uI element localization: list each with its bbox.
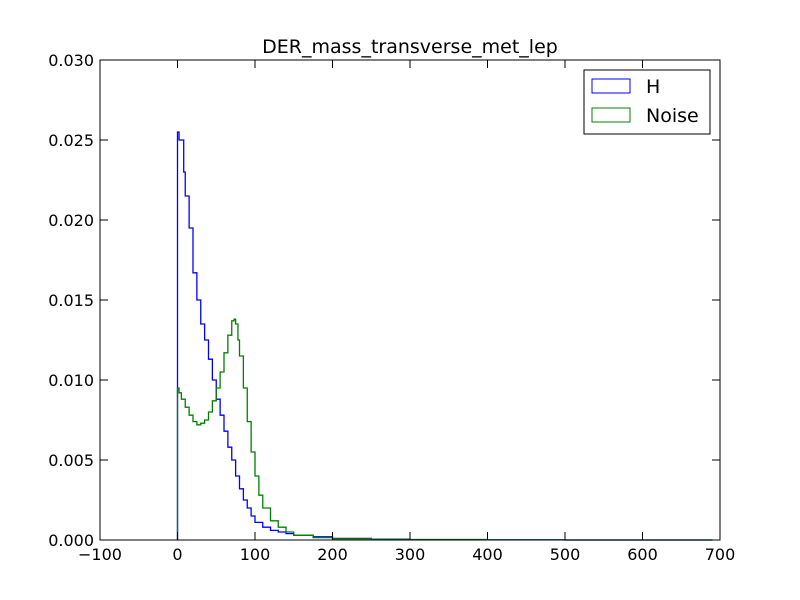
axes-frame [99,59,721,541]
x-tick-label: 0 [172,545,182,564]
y-tick-label: 0.020 [48,211,94,230]
x-tick-label: 600 [627,545,658,564]
y-tick-label: 0.010 [48,371,94,390]
series-layer [176,131,713,541]
x-tick-label: 100 [240,545,271,564]
x-tick-label: 700 [705,545,736,564]
y-tick-label: 0.005 [48,451,94,470]
plot-area: −100 0 100 200 300 400 500 600 700 0.000 0.005 0.01… [48,51,735,564]
legend-swatch-h [591,78,631,94]
legend: H Noise [583,69,711,135]
y-tick-label: 0.025 [48,131,94,150]
ticks-layer: −100 0 100 200 300 400 500 600 700 0.000 0.005 0.01… [48,51,735,564]
legend-label-noise: Noise [646,105,699,127]
x-tick-label: 400 [472,545,503,564]
x-tick-label: 200 [317,545,348,564]
x-tick-label: 500 [550,545,581,564]
legend-box [583,69,711,135]
x-tick-label: −100 [78,545,122,564]
chart-title: DER_mass_transverse_met_lep [262,36,558,58]
y-tick-label: 0.030 [48,51,94,70]
y-tick-label: 0.000 [48,531,94,550]
histogram-series-h [176,131,713,541]
x-tick-label: 300 [395,545,426,564]
y-tick-label: 0.015 [48,291,94,310]
legend-label-h: H [646,76,660,98]
histogram-series-noise [176,318,713,541]
legend-swatch-noise [591,107,631,123]
